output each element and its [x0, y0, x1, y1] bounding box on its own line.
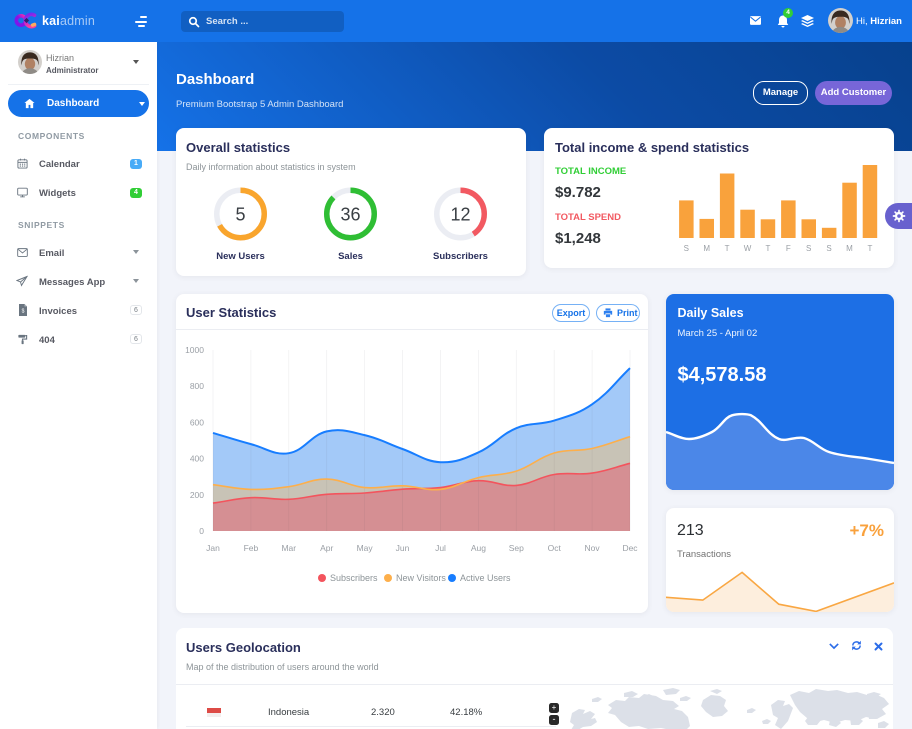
svg-text:Jul: Jul: [435, 543, 446, 553]
svg-text:$: $: [22, 309, 25, 315]
svg-text:S: S: [684, 244, 689, 253]
svg-text:Subscribers: Subscribers: [433, 251, 488, 262]
svg-text:Jun: Jun: [396, 543, 410, 553]
svg-text:Nov: Nov: [585, 543, 601, 553]
svg-text:Sep: Sep: [509, 543, 524, 553]
svg-text:Oct: Oct: [548, 543, 562, 553]
svg-text:Feb: Feb: [244, 543, 259, 553]
svg-text:Apr: Apr: [320, 543, 333, 553]
svg-text:W: W: [744, 244, 752, 253]
svg-text:Aug: Aug: [471, 543, 486, 553]
svg-text:T: T: [765, 244, 770, 253]
svg-text:5: 5: [235, 205, 245, 225]
svg-text:New Visitors: New Visitors: [396, 573, 446, 583]
svg-text:Mar: Mar: [281, 543, 296, 553]
svg-text:600: 600: [190, 417, 204, 427]
svg-text:T: T: [867, 244, 872, 253]
svg-text:36: 36: [340, 205, 360, 225]
svg-text:Sales: Sales: [338, 251, 363, 262]
svg-text:0: 0: [199, 526, 204, 536]
svg-text:Active Users: Active Users: [460, 573, 511, 583]
svg-text:T: T: [725, 244, 730, 253]
svg-text:F: F: [786, 244, 791, 253]
svg-text:800: 800: [190, 381, 204, 391]
svg-text:400: 400: [190, 454, 204, 464]
svg-text:New Users: New Users: [216, 251, 265, 262]
svg-text:M: M: [846, 244, 853, 253]
svg-text:1000: 1000: [185, 345, 204, 355]
svg-text:200: 200: [190, 490, 204, 500]
svg-text:M: M: [703, 244, 710, 253]
svg-text:Dec: Dec: [622, 543, 638, 553]
svg-text:Subscribers: Subscribers: [330, 573, 378, 583]
svg-text:Jan: Jan: [206, 543, 220, 553]
svg-text:S: S: [806, 244, 811, 253]
svg-text:S: S: [826, 244, 831, 253]
svg-text:12: 12: [450, 205, 470, 225]
svg-text:May: May: [357, 543, 374, 553]
